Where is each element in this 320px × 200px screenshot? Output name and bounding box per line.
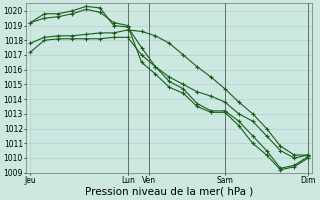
X-axis label: Pression niveau de la mer( hPa ): Pression niveau de la mer( hPa ) (85, 187, 253, 197)
